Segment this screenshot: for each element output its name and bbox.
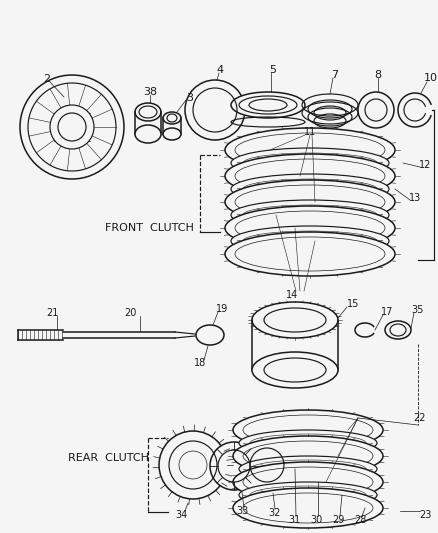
Ellipse shape bbox=[238, 430, 376, 456]
Text: 35: 35 bbox=[411, 305, 423, 315]
Text: 2: 2 bbox=[43, 74, 50, 84]
Ellipse shape bbox=[233, 436, 382, 476]
Text: 32: 32 bbox=[268, 508, 281, 518]
Ellipse shape bbox=[225, 232, 394, 276]
Ellipse shape bbox=[233, 410, 382, 450]
Circle shape bbox=[184, 80, 244, 140]
Ellipse shape bbox=[238, 482, 376, 508]
Text: 15: 15 bbox=[346, 299, 358, 309]
Text: FRONT  CLUTCH: FRONT CLUTCH bbox=[105, 223, 194, 233]
Ellipse shape bbox=[384, 321, 410, 339]
Text: 7: 7 bbox=[331, 70, 338, 80]
Ellipse shape bbox=[233, 462, 382, 502]
Ellipse shape bbox=[230, 148, 388, 178]
Text: 21: 21 bbox=[46, 308, 58, 318]
Ellipse shape bbox=[135, 103, 161, 121]
Circle shape bbox=[357, 92, 393, 128]
Text: 17: 17 bbox=[380, 307, 392, 317]
Text: 3: 3 bbox=[186, 93, 193, 103]
Text: 8: 8 bbox=[374, 70, 381, 80]
Text: 28: 28 bbox=[353, 515, 365, 525]
Ellipse shape bbox=[230, 174, 388, 204]
Ellipse shape bbox=[162, 128, 180, 140]
Ellipse shape bbox=[251, 302, 337, 338]
Text: 4: 4 bbox=[216, 65, 223, 75]
Text: 30: 30 bbox=[309, 515, 321, 525]
Text: 20: 20 bbox=[124, 308, 136, 318]
Text: 10: 10 bbox=[423, 73, 437, 83]
Text: 19: 19 bbox=[215, 304, 228, 314]
Ellipse shape bbox=[230, 92, 304, 118]
Ellipse shape bbox=[230, 200, 388, 230]
Text: 12: 12 bbox=[418, 160, 430, 170]
Text: 22: 22 bbox=[413, 413, 425, 423]
Circle shape bbox=[209, 442, 258, 490]
Text: REAR  CLUTCH: REAR CLUTCH bbox=[68, 453, 148, 463]
Text: 11: 11 bbox=[303, 127, 315, 137]
Ellipse shape bbox=[225, 128, 394, 172]
Circle shape bbox=[240, 439, 292, 491]
Text: 13: 13 bbox=[408, 193, 420, 203]
Ellipse shape bbox=[225, 206, 394, 250]
Circle shape bbox=[20, 75, 124, 179]
Ellipse shape bbox=[195, 325, 223, 345]
Ellipse shape bbox=[225, 180, 394, 224]
Text: 5: 5 bbox=[269, 65, 276, 75]
Text: 18: 18 bbox=[194, 358, 206, 368]
Text: 34: 34 bbox=[174, 510, 187, 520]
Ellipse shape bbox=[225, 154, 394, 198]
Ellipse shape bbox=[162, 112, 180, 124]
Ellipse shape bbox=[238, 456, 376, 482]
Ellipse shape bbox=[230, 226, 388, 256]
Text: 14: 14 bbox=[285, 290, 297, 300]
Circle shape bbox=[50, 105, 94, 149]
Circle shape bbox=[159, 431, 226, 499]
Ellipse shape bbox=[233, 488, 382, 528]
Ellipse shape bbox=[135, 125, 161, 143]
Text: 31: 31 bbox=[287, 515, 300, 525]
Text: 33: 33 bbox=[235, 506, 247, 516]
Text: 38: 38 bbox=[143, 87, 157, 97]
Text: 23: 23 bbox=[418, 510, 430, 520]
Text: 29: 29 bbox=[331, 515, 343, 525]
Ellipse shape bbox=[251, 352, 337, 388]
